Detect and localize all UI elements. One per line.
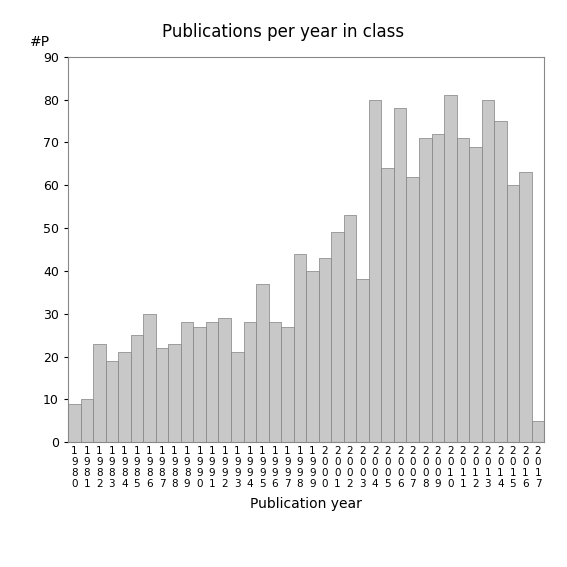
Bar [507,185,519,442]
Bar [118,352,131,442]
Bar [306,271,319,442]
Bar [181,322,193,442]
Bar [206,322,218,442]
Bar [143,314,156,442]
Bar [456,138,469,442]
Bar [319,258,331,442]
Text: Publications per year in class: Publications per year in class [162,23,405,41]
Bar [532,421,544,442]
Bar [193,327,206,442]
Bar [294,254,306,442]
Bar [331,232,344,442]
Bar [356,280,369,442]
Bar [469,147,481,442]
Bar [281,327,294,442]
Bar [269,322,281,442]
Bar [156,348,168,442]
Bar [131,335,143,442]
Bar [369,100,382,442]
Bar [419,138,431,442]
Bar [218,318,231,442]
Bar [256,284,269,442]
Bar [68,404,81,442]
Bar [382,168,394,442]
Bar [431,134,444,442]
Bar [243,322,256,442]
Bar [394,108,407,442]
X-axis label: Publication year: Publication year [250,497,362,511]
Bar [444,95,456,442]
Bar [344,215,356,442]
Bar [81,399,93,442]
Bar [231,352,243,442]
Bar [105,361,118,442]
Bar [93,344,105,442]
Text: #P: #P [30,35,50,49]
Bar [481,100,494,442]
Bar [519,172,532,442]
Bar [494,121,507,442]
Bar [168,344,181,442]
Bar [407,177,419,442]
